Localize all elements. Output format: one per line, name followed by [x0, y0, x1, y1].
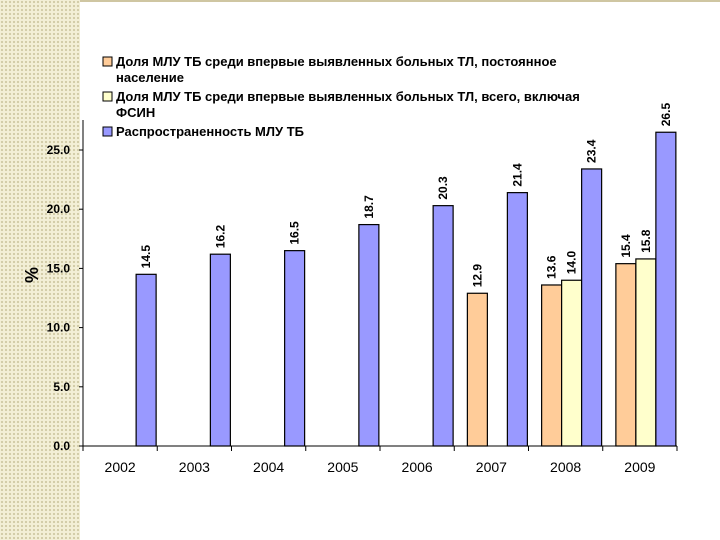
x-axis: 2002 2003 2004 2005 2006 2007 2008 2009 [82, 445, 678, 475]
y-tick-label: 5.0 [53, 380, 70, 394]
x-tick-label: 2002 [105, 459, 136, 475]
legend-label: ФСИН [116, 105, 155, 120]
bar [135, 273, 157, 447]
data-label: 15.4 [619, 234, 633, 258]
x-tick-label: 2005 [327, 459, 358, 475]
bar [561, 279, 583, 447]
bar [635, 258, 657, 447]
y-tick-label: 0.0 [53, 439, 70, 453]
decorative-dotted-strip [0, 0, 80, 540]
legend-label: Доля МЛУ ТБ среди впервые выявленных бол… [116, 54, 557, 69]
bar [541, 284, 563, 447]
data-label: 20.3 [436, 176, 450, 200]
data-label: 18.7 [362, 195, 376, 219]
x-tick-label: 2003 [179, 459, 210, 475]
y-tick-label: 20.0 [47, 202, 71, 216]
x-tick-label: 2006 [402, 459, 433, 475]
y-axis: 0.0 5.0 10.0 15.0 20.0 25.0 [47, 120, 84, 453]
bar [581, 168, 603, 447]
data-label: 23.4 [585, 139, 599, 163]
legend: Доля МЛУ ТБ среди впервые выявленных бол… [102, 54, 580, 139]
bar [284, 250, 306, 447]
bars: 12.9 13.6 15.4 14.0 15.8 14.5 16.2 16.5 18.7 20.3… [135, 103, 677, 447]
x-tick-label: 2004 [253, 459, 284, 475]
data-label: 21.4 [510, 163, 524, 187]
legend-label: Доля МЛУ ТБ среди впервые выявленных бол… [116, 89, 580, 104]
legend-label: население [116, 70, 184, 85]
bar [615, 263, 637, 447]
bar [432, 205, 454, 447]
data-label: 12.9 [470, 264, 484, 288]
x-tick-label: 2009 [624, 459, 655, 475]
bar [506, 192, 528, 447]
bar [655, 131, 677, 447]
data-label: 14.0 [565, 251, 579, 275]
legend-swatch [102, 126, 113, 137]
y-tick-label: 10.0 [47, 321, 71, 335]
x-tick-label: 2008 [550, 459, 581, 475]
y-tick-label: 25.0 [47, 143, 71, 157]
legend-label: Распространенность МЛУ ТБ [116, 124, 304, 139]
x-tick-label: 2007 [476, 459, 507, 475]
data-label: 14.5 [139, 245, 153, 269]
bar [466, 292, 488, 447]
data-label: 26.5 [659, 103, 673, 127]
data-label: 13.6 [545, 255, 559, 279]
bar [209, 253, 231, 447]
data-label: 16.2 [213, 225, 227, 249]
legend-swatch [102, 56, 113, 67]
legend-swatch [102, 91, 113, 102]
data-label: 15.8 [639, 229, 653, 253]
top-border-rule [80, 0, 720, 2]
y-axis-label: % [22, 267, 42, 283]
y-tick-label: 15.0 [47, 261, 71, 275]
data-label: 16.5 [288, 221, 302, 245]
bar [358, 223, 380, 447]
